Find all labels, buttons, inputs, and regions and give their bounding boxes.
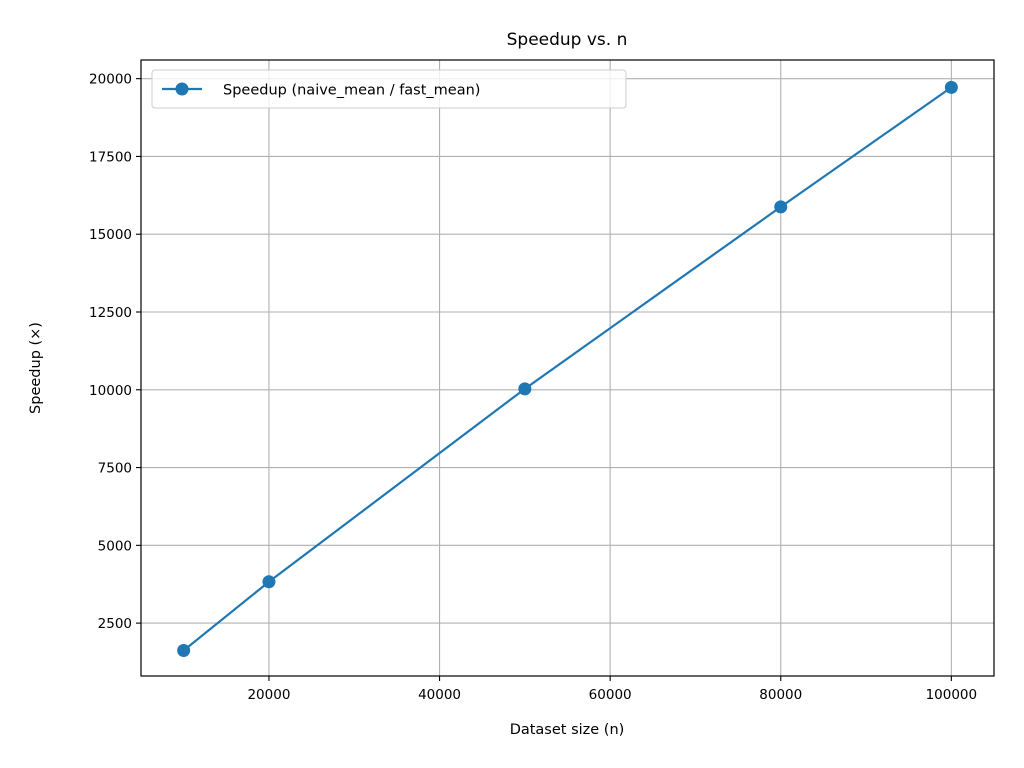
y-tick-label: 5000 (98, 538, 132, 554)
y-tick-label: 12500 (89, 305, 132, 321)
x-tick-label: 40000 (418, 687, 461, 703)
x-tick-label: 100000 (926, 687, 978, 703)
x-axis-label: Dataset size (n) (510, 722, 625, 738)
y-tick-label: 20000 (89, 72, 132, 88)
data-point (518, 382, 532, 396)
y-tick-label: 7500 (98, 461, 132, 477)
x-tick-label: 20000 (247, 687, 290, 703)
y-axis-label: Speedup (×) (28, 322, 44, 414)
y-tick-label: 15000 (89, 227, 132, 243)
y-tick-label: 10000 (89, 383, 132, 399)
legend-marker-swatch (175, 82, 189, 96)
data-point (177, 643, 191, 657)
data-point (944, 80, 958, 94)
legend-box (151, 69, 627, 109)
series-layer (177, 80, 958, 657)
data-point (774, 200, 788, 214)
x-tick-label: 80000 (759, 687, 802, 703)
data-point (262, 575, 276, 589)
legend-label: Speedup (naive_mean / fast_mean) (223, 83, 480, 99)
axis-ticks: 20000 40000 60000 80000 100000 2500 5000 7500 10… (89, 72, 977, 703)
y-tick-label: 17500 (89, 149, 132, 165)
legend: Speedup (naive_mean / fast_mean) (151, 69, 627, 109)
y-tick-label: 2500 (98, 616, 132, 632)
plot-frame (140, 59, 995, 677)
x-tick-label: 60000 (589, 687, 632, 703)
chart-title: Speedup vs. n (507, 30, 628, 50)
